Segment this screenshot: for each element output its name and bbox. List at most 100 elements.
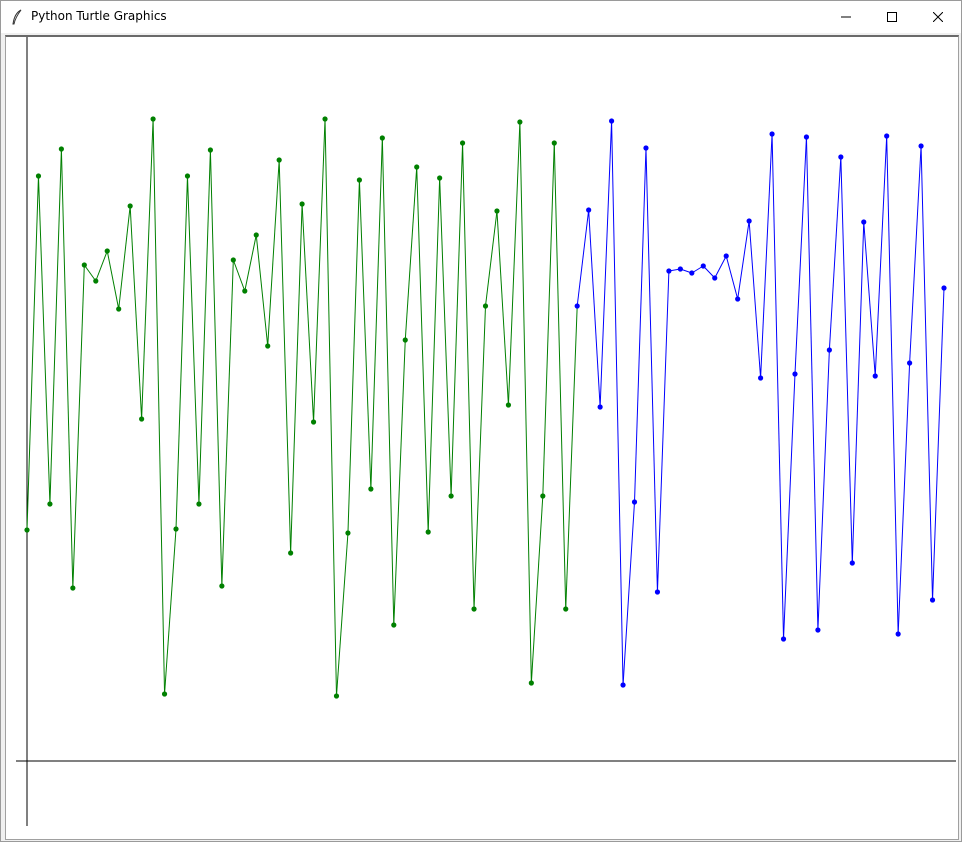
series-1-segment <box>404 166 418 341</box>
series-2-point <box>735 296 741 302</box>
series-2-point <box>918 143 924 149</box>
series-2-segment <box>576 209 590 307</box>
series-1-segment <box>324 118 337 697</box>
close-button[interactable] <box>915 1 961 33</box>
series-1-segment <box>519 121 532 684</box>
series-1-segment <box>95 250 108 282</box>
series-1-segment <box>244 234 257 292</box>
series-1-segment <box>186 175 200 505</box>
turtle-canvas[interactable] <box>5 35 959 840</box>
series-2-point <box>758 375 764 381</box>
series-1-segment <box>301 203 315 423</box>
series-2-point <box>574 303 580 309</box>
series-1-point <box>161 691 168 697</box>
series-2-segment <box>588 209 601 408</box>
series-1-segment <box>278 159 292 554</box>
series-1-point <box>322 116 328 122</box>
series-1-segment <box>393 339 406 626</box>
series-1-point <box>276 157 282 163</box>
series-1-point <box>139 416 145 422</box>
series-2-segment <box>805 136 819 631</box>
maximize-icon <box>887 12 897 22</box>
series-1-point <box>356 177 363 183</box>
feather-icon <box>12 9 22 25</box>
series-2-point <box>838 154 844 160</box>
title-bar[interactable]: Python Turtle Graphics <box>1 1 961 33</box>
series-2-point <box>631 499 638 505</box>
series-1-point <box>425 529 431 535</box>
series-1-segment <box>473 305 486 610</box>
series-1-point <box>196 501 202 507</box>
series-1-point <box>528 680 534 686</box>
series-1-segment <box>542 142 555 497</box>
maximize-button[interactable] <box>869 1 915 33</box>
series-1-point <box>81 262 87 268</box>
series-1-point <box>104 248 110 254</box>
series-1-point <box>494 208 500 214</box>
series-1-point <box>35 173 42 179</box>
series-2-segment <box>897 362 911 635</box>
series-1-segment <box>37 175 51 505</box>
series-1-point <box>368 486 374 492</box>
series-1-segment <box>439 177 452 497</box>
series-2-segment <box>920 145 934 601</box>
series-1-segment <box>106 250 120 310</box>
series-2-segment <box>840 156 853 564</box>
series-2-segment <box>714 255 727 279</box>
series-2-point <box>826 347 832 353</box>
series-2-segment <box>828 156 842 351</box>
series-2-point <box>689 270 695 276</box>
series-1-segment <box>485 210 498 307</box>
series-1-point <box>379 135 385 141</box>
series-2-segment <box>886 135 899 635</box>
series-2-segment <box>634 147 647 503</box>
series-1-segment <box>83 264 97 282</box>
series-2-point <box>861 219 867 225</box>
series-1-point <box>540 493 546 499</box>
series-1-point <box>333 693 340 699</box>
series-1-point <box>173 526 179 532</box>
series-1-segment <box>313 118 326 423</box>
series-1-segment <box>118 205 131 310</box>
series-1-point <box>563 606 569 612</box>
series-1-segment <box>60 148 74 589</box>
series-1-point <box>448 493 454 499</box>
series-2-segment <box>645 147 658 593</box>
minimize-button[interactable] <box>823 1 869 33</box>
series-2-segment <box>737 220 750 300</box>
series-1-segment <box>164 528 177 695</box>
minimize-icon <box>841 16 851 18</box>
series-2-point <box>815 627 821 633</box>
series-1-segment <box>450 142 464 497</box>
window-title: Python Turtle Graphics <box>31 9 167 23</box>
series-2-segment <box>794 136 807 375</box>
series-1-segment <box>347 179 360 534</box>
series-1-segment <box>255 234 269 347</box>
series-1-point <box>47 501 53 507</box>
series-1-point <box>253 232 259 238</box>
series-1-segment <box>358 179 372 490</box>
series-1-segment <box>232 259 246 292</box>
series-1-segment <box>26 175 39 531</box>
series-2-segment <box>725 255 739 300</box>
series-1-segment <box>129 205 143 420</box>
series-1-segment <box>209 149 223 587</box>
series-2-point <box>907 360 913 366</box>
series-1-segment <box>267 159 280 347</box>
series-1-point <box>116 306 122 312</box>
series-2-segment <box>783 373 796 640</box>
series-1-point <box>93 278 99 284</box>
series-2-point <box>666 268 672 274</box>
series-1-segment <box>290 203 303 554</box>
series-2-point <box>608 118 615 124</box>
series-1-point <box>242 288 248 294</box>
series-2-segment <box>874 135 888 377</box>
series-1-point <box>310 419 317 425</box>
series-1-point <box>482 303 489 309</box>
series-2-point <box>803 134 810 140</box>
series-1-segment <box>496 210 509 406</box>
series-1-point <box>184 173 191 179</box>
series-1-segment <box>381 137 395 626</box>
